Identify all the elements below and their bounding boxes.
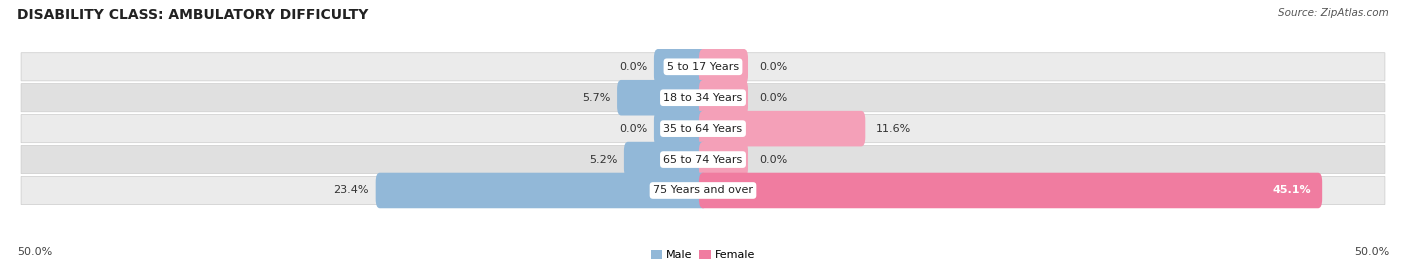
Text: 50.0%: 50.0% xyxy=(17,247,52,257)
Text: 18 to 34 Years: 18 to 34 Years xyxy=(664,93,742,103)
Text: 50.0%: 50.0% xyxy=(1354,247,1389,257)
Text: 35 to 64 Years: 35 to 64 Years xyxy=(664,124,742,134)
FancyBboxPatch shape xyxy=(21,115,1385,143)
FancyBboxPatch shape xyxy=(699,142,748,177)
Text: 5.7%: 5.7% xyxy=(582,93,610,103)
FancyBboxPatch shape xyxy=(654,111,707,146)
FancyBboxPatch shape xyxy=(617,80,707,116)
Text: 0.0%: 0.0% xyxy=(619,124,647,134)
Text: 0.0%: 0.0% xyxy=(759,155,787,165)
FancyBboxPatch shape xyxy=(21,53,1385,81)
FancyBboxPatch shape xyxy=(21,84,1385,112)
Text: Source: ZipAtlas.com: Source: ZipAtlas.com xyxy=(1278,8,1389,18)
Text: 5.2%: 5.2% xyxy=(589,155,617,165)
Text: 0.0%: 0.0% xyxy=(759,62,787,72)
FancyBboxPatch shape xyxy=(654,49,707,85)
Text: 5 to 17 Years: 5 to 17 Years xyxy=(666,62,740,72)
FancyBboxPatch shape xyxy=(699,173,1322,208)
FancyBboxPatch shape xyxy=(375,173,707,208)
Text: DISABILITY CLASS: AMBULATORY DIFFICULTY: DISABILITY CLASS: AMBULATORY DIFFICULTY xyxy=(17,8,368,22)
FancyBboxPatch shape xyxy=(699,111,865,146)
Text: 0.0%: 0.0% xyxy=(759,93,787,103)
Legend: Male, Female: Male, Female xyxy=(647,245,759,265)
Text: 65 to 74 Years: 65 to 74 Years xyxy=(664,155,742,165)
FancyBboxPatch shape xyxy=(699,80,748,116)
Text: 0.0%: 0.0% xyxy=(619,62,647,72)
Text: 11.6%: 11.6% xyxy=(876,124,911,134)
Text: 75 Years and over: 75 Years and over xyxy=(652,185,754,195)
FancyBboxPatch shape xyxy=(21,146,1385,174)
Text: 23.4%: 23.4% xyxy=(333,185,368,195)
FancyBboxPatch shape xyxy=(21,176,1385,204)
Text: 45.1%: 45.1% xyxy=(1272,185,1312,195)
FancyBboxPatch shape xyxy=(624,142,707,177)
FancyBboxPatch shape xyxy=(699,49,748,85)
